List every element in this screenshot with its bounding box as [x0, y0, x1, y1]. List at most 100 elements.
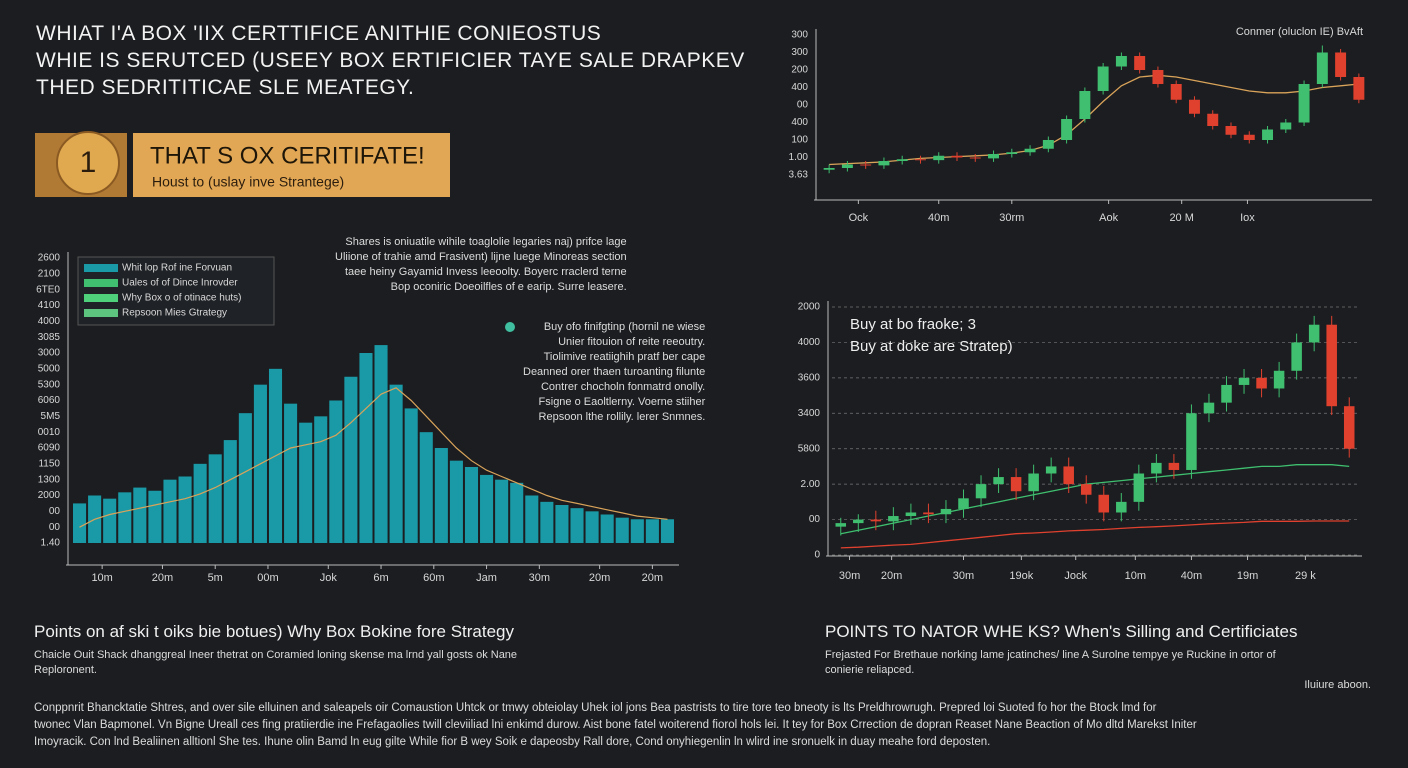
bar	[434, 448, 448, 543]
line	[840, 520, 1350, 549]
candle-body	[1262, 129, 1274, 140]
y-tick-label: 2.00	[801, 479, 821, 490]
x-tick-label: 20m	[152, 572, 173, 584]
text-line: twonec Vlan Bapmonel. Vn Bigne Ureall ce…	[34, 719, 1197, 731]
candle-body	[993, 477, 1004, 485]
bar	[419, 432, 433, 543]
y-tick-label: 6090	[38, 443, 61, 454]
y-tick-label: 00	[49, 506, 61, 517]
y-tick-label: 2600	[38, 253, 61, 264]
y-tick-label: 5800	[798, 443, 821, 454]
text-line: Tiolimive reatiighih pratf ber cape	[543, 351, 706, 363]
badge-subtitle: Houst to (uslay inve Strantege)	[152, 174, 344, 190]
candle-body	[1006, 152, 1018, 154]
badge-circle	[56, 131, 120, 195]
candle-body	[1098, 494, 1110, 513]
y-tick-label: 1300	[38, 474, 61, 485]
badge-box	[133, 133, 450, 197]
candle-body	[1186, 413, 1197, 470]
legend-swatch	[84, 279, 118, 287]
x-tick-label: Ock	[849, 212, 869, 224]
bar	[389, 384, 403, 543]
y-tick-label: 0	[814, 550, 820, 561]
x-tick-label: 29 k	[1295, 570, 1316, 582]
candle-body	[1168, 462, 1180, 470]
bullet-text: Buy ofo finifgtinp (hornil ne wiese Unie…	[523, 320, 705, 425]
candle-body	[1343, 406, 1355, 449]
bar	[449, 460, 463, 543]
x-tick-label: 30m	[529, 572, 550, 584]
bar	[480, 474, 494, 543]
candle-body	[1238, 377, 1250, 385]
legend-swatch	[84, 264, 118, 272]
bar	[329, 400, 343, 543]
bar	[344, 376, 358, 543]
bar	[600, 514, 614, 543]
bar	[555, 505, 569, 543]
text-line: Frejasted For Brethaue norking lame jcat…	[825, 649, 1276, 661]
line	[840, 464, 1350, 535]
bar	[495, 479, 509, 543]
candle-body	[1028, 473, 1039, 492]
line	[79, 387, 668, 528]
bar	[299, 422, 313, 543]
y-tick-label: 00	[797, 100, 809, 111]
y-tick-label: 5M5	[41, 411, 61, 422]
bullet-dot	[505, 322, 515, 332]
candle-body	[853, 519, 864, 524]
candle-body	[933, 155, 945, 161]
text-line: Repsoon lthe rollily. lerer Snmnes.	[538, 411, 706, 423]
candle-body	[1203, 402, 1215, 414]
bar	[645, 519, 659, 543]
y-tick-label: 00	[49, 522, 61, 533]
bar	[103, 498, 117, 543]
legend-label: Why Box o of otinace huts)	[122, 293, 242, 304]
bar	[148, 490, 162, 543]
candle-body	[1256, 377, 1267, 389]
line	[829, 74, 1359, 166]
x-tick-label: 40m	[1181, 570, 1202, 582]
x-tick-label: Jok	[320, 572, 338, 584]
section-left: Points on af ski t oiks bie botues) Why …	[34, 622, 517, 678]
candle-body	[1225, 126, 1237, 135]
y-tick-label: 6TE0	[36, 284, 60, 295]
legend-label: Whit lop Rof ine Forvuan	[122, 263, 232, 274]
annotation: Buy at doke are Stratep)	[850, 338, 1013, 355]
candle-body	[1170, 84, 1182, 100]
bar	[374, 345, 388, 543]
candle-body	[823, 168, 835, 170]
bar	[133, 487, 147, 543]
y-tick-label: 5300	[38, 379, 61, 390]
text-line: Fsigne o Eaoltlerny. Voerne stiiher	[538, 396, 706, 408]
y-tick-label: 6060	[38, 395, 61, 406]
y-tick-label: 2000	[38, 490, 61, 501]
candle-body	[1353, 77, 1365, 100]
y-tick-label: 3600	[798, 372, 821, 383]
candle-body	[951, 155, 963, 158]
candle-body	[1326, 324, 1337, 407]
footer: Conppnrit Bhancktatie Shtres, and over s…	[34, 700, 1197, 751]
bar	[284, 403, 298, 543]
candle-body	[958, 498, 969, 509]
x-tick-label: Jock	[1064, 570, 1087, 582]
x-tick-label: 19ok	[1009, 570, 1033, 582]
x-tick-label: 5m	[208, 572, 223, 584]
y-tick-label: 4100	[38, 300, 61, 311]
candle-body	[1061, 119, 1073, 140]
legend-swatch	[84, 309, 118, 317]
text-line: Uliione of trahie amd Frasivent) lijne l…	[335, 251, 627, 263]
candle-body	[1291, 342, 1302, 371]
header-line: THED SEDRITITICAE SLE MEATEGY.	[36, 76, 415, 99]
text-line: Reploronent.	[34, 664, 97, 676]
x-tick-label: Aok	[1099, 212, 1118, 224]
candle-body	[940, 508, 952, 515]
y-tick-label: 300	[791, 30, 808, 41]
header-line: WHIE IS SERUTCED (USEEY BOX ERTIFICIER T…	[36, 49, 745, 72]
bar	[570, 508, 584, 543]
y-tick-label: 5000	[38, 363, 61, 374]
y-tick-label: 2100	[38, 268, 61, 279]
x-tick-label: 10m	[91, 572, 112, 584]
y-tick-label: 0010	[38, 427, 61, 438]
